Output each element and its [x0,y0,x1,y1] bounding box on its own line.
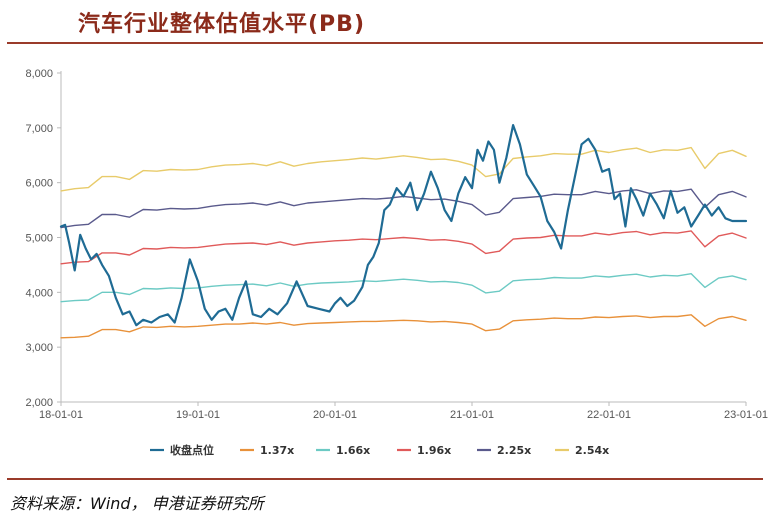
source-note: 资料来源：Wind， 申港证券研究所 [10,494,264,513]
x-tick-label: 18-01-01 [39,409,83,421]
y-tick-label: 2,000 [25,397,53,409]
y-tick-label: 5,000 [25,233,53,245]
series-line-1-37x [60,314,747,339]
legend-label: 1.96x [417,444,451,457]
y-tick-label: 3,000 [25,342,53,354]
x-tick-label: 19-01-01 [176,409,220,421]
x-tick-label: 22-01-01 [587,409,631,421]
chart-legend: 收盘点位 1.37x 1.66x 1.96x 2.25x 2.54x [150,443,609,457]
y-tick-label: 8,000 [25,68,53,80]
series-line-close [59,123,748,327]
legend-label: 2.25x [497,444,531,457]
legend-label: 2.54x [575,444,609,457]
y-tick-label: 7,000 [25,123,53,135]
chart-axes: 2,000 3,000 4,000 5,000 6,000 7,000 8,000 18-01… [25,68,768,421]
legend-label: 1.66x [336,444,370,457]
legend-label: 收盘点位 [170,443,214,457]
x-tick-label: 21-01-01 [450,409,494,421]
chart-series-lines [59,123,748,339]
y-tick-label: 4,000 [25,287,53,299]
x-tick-label: 23-01-01 [724,409,768,421]
x-tick-label: 20-01-01 [313,409,357,421]
series-line-2-54x [60,146,747,192]
title-divider [7,42,763,44]
y-tick-label: 6,000 [25,178,53,190]
footer-divider [7,478,763,480]
chart-title: 汽车行业整体估值水平(PB) [78,12,366,37]
series-line-1-96x [60,230,747,265]
series-line-1-66x [60,273,747,303]
legend-label: 1.37x [260,444,294,457]
